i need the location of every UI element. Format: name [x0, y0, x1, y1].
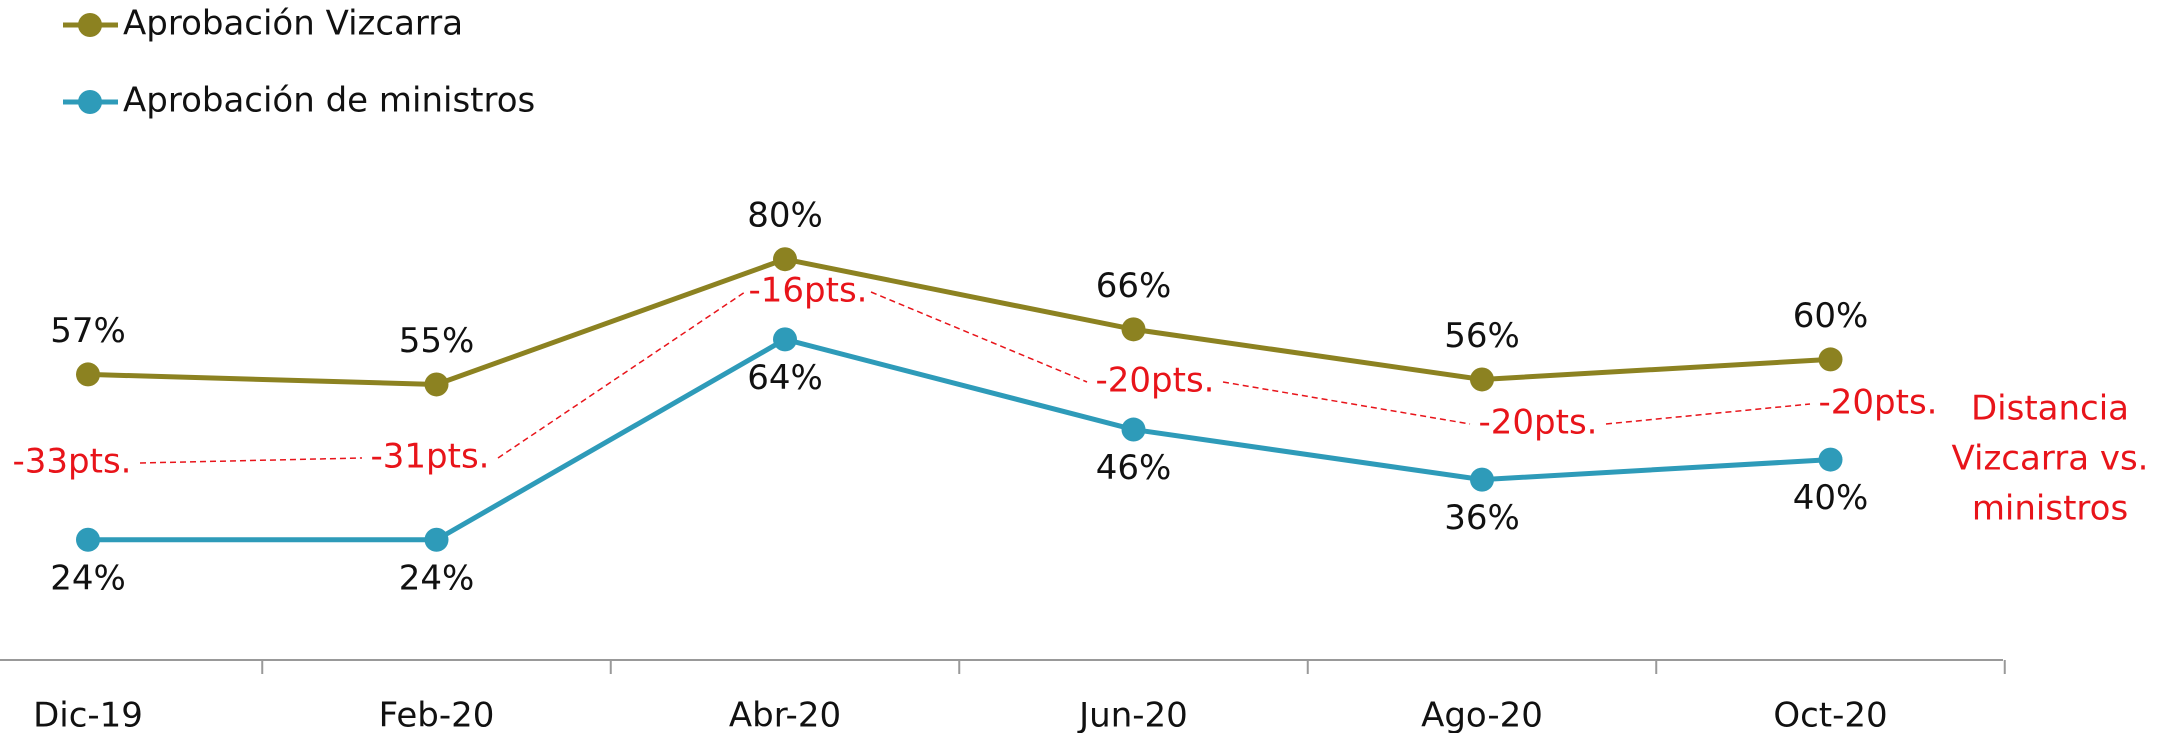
gap-connector	[1605, 403, 1811, 425]
data-label: 24%	[50, 558, 126, 598]
point	[76, 527, 100, 552]
point	[773, 327, 797, 352]
legend-label: Aprobación de ministros	[123, 81, 535, 121]
gap-label: -20pts.	[1479, 403, 1598, 443]
x-tick-label: Oct-20	[1773, 696, 1887, 733]
gap-label: -33pts.	[13, 442, 132, 482]
x-tick-label: Dic-19	[33, 696, 143, 733]
x-tick-label: Ago-20	[1421, 696, 1543, 733]
data-label: 80%	[747, 196, 823, 236]
data-label: 56%	[1444, 316, 1520, 356]
series-line	[88, 336, 1831, 543]
point	[424, 372, 449, 397]
legend-marker	[78, 13, 102, 37]
gap-connector	[139, 457, 363, 464]
x-tick-label: Jun-20	[1077, 696, 1188, 733]
legend-label: Aprobación Vizcarra	[123, 4, 463, 44]
point	[1470, 467, 1494, 492]
data-label: 40%	[1793, 478, 1869, 518]
annotation: Distancia	[1971, 389, 2129, 429]
data-label: 60%	[1793, 296, 1869, 336]
point	[1470, 367, 1494, 392]
data-label: 24%	[399, 558, 475, 598]
data-label: 64%	[747, 358, 823, 398]
gap-connector	[870, 291, 1088, 383]
point	[1121, 317, 1146, 342]
gap-label: -20pts.	[1096, 361, 1215, 401]
gap-label: -20pts.	[1819, 383, 1938, 423]
data-label: 55%	[399, 321, 475, 361]
gap-label: -16pts.	[749, 271, 868, 311]
point	[773, 247, 797, 272]
point	[1121, 417, 1146, 442]
x-tick-label: Abr-20	[729, 696, 841, 733]
data-label: 66%	[1096, 266, 1172, 306]
point	[424, 527, 449, 552]
point	[1818, 347, 1843, 372]
gap-connector	[1222, 381, 1471, 425]
point	[1818, 447, 1843, 472]
legend-marker	[78, 90, 102, 114]
x-tick-label: Feb-20	[379, 696, 495, 733]
point	[76, 362, 100, 387]
data-label: 36%	[1444, 498, 1520, 538]
gap-label: -31pts.	[371, 437, 490, 477]
data-label: 57%	[50, 311, 126, 351]
annotation: Vizcarra vs.	[1952, 439, 2149, 479]
series-line	[87, 256, 1831, 387]
data-label: 46%	[1096, 448, 1172, 488]
annotation: ministros	[1972, 489, 2128, 529]
